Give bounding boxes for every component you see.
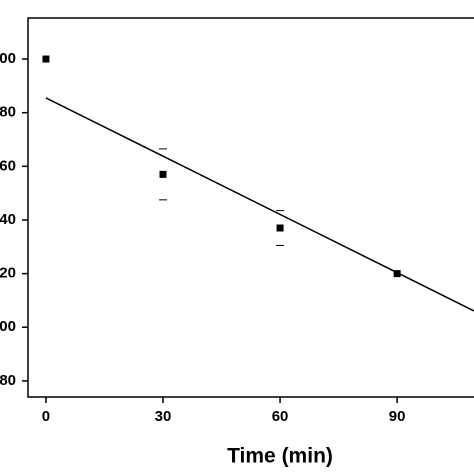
x-tick-label: 30 bbox=[155, 408, 172, 425]
point bbox=[393, 270, 401, 278]
plot-frame bbox=[27, 17, 474, 398]
point bbox=[159, 170, 167, 178]
y-tick-label: 120 bbox=[0, 265, 16, 282]
point bbox=[42, 55, 50, 63]
y-tick-label: 200 bbox=[0, 50, 16, 67]
y-tick-label: 80 bbox=[0, 372, 16, 389]
fit-line bbox=[45, 97, 474, 312]
x-tick-label: 0 bbox=[42, 408, 50, 425]
y-tick-label: 140 bbox=[0, 211, 16, 228]
y-tick-label: 160 bbox=[0, 157, 16, 174]
x-tick-label: 90 bbox=[389, 408, 406, 425]
x-axis-label: Time (min) bbox=[227, 445, 333, 468]
y-tick-label: 180 bbox=[0, 104, 16, 121]
x-tick-label: 60 bbox=[272, 408, 289, 425]
point bbox=[276, 224, 284, 232]
y-tick-label: 100 bbox=[0, 318, 16, 335]
